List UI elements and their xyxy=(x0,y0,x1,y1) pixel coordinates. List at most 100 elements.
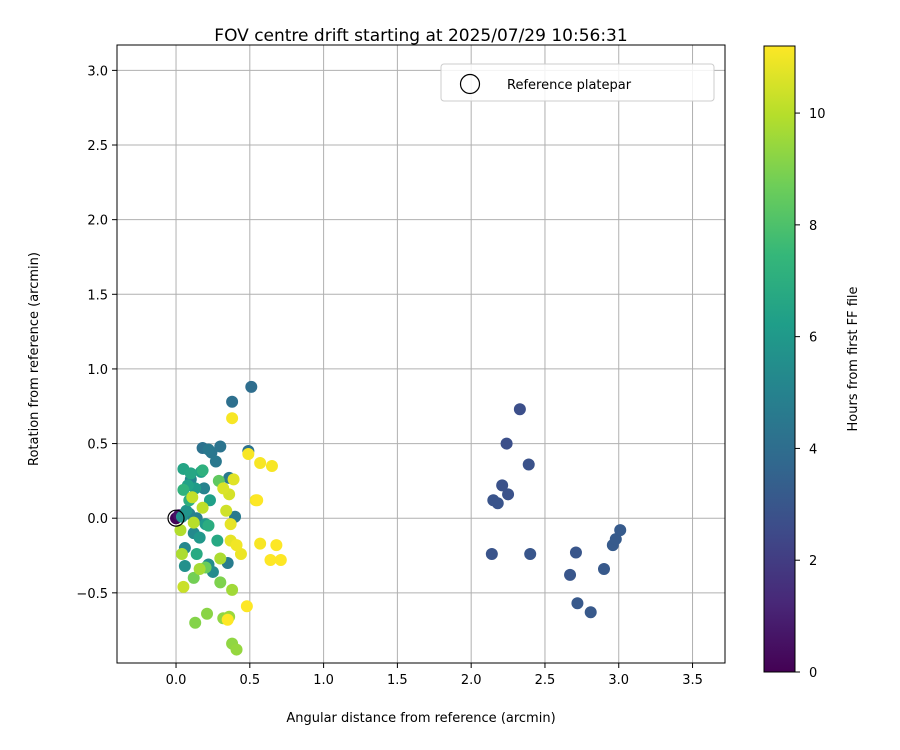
x-axis-label: Angular distance from reference (arcmin) xyxy=(286,711,555,726)
y-axis-label: Rotation from reference (arcmin) xyxy=(27,252,42,466)
data-point xyxy=(240,600,253,613)
data-point xyxy=(614,524,627,537)
y-tick-label: 3.0 xyxy=(87,64,108,79)
data-point xyxy=(245,380,258,393)
x-tick-label: 2.5 xyxy=(535,673,556,688)
data-point xyxy=(234,548,247,561)
data-point xyxy=(569,546,582,559)
y-tick-label: −0.5 xyxy=(76,587,108,602)
colorbar-ticks: 0 2 4 6 8 10 xyxy=(795,107,826,681)
data-point xyxy=(174,524,187,537)
data-point xyxy=(522,458,535,471)
x-tick-label: 1.5 xyxy=(387,673,408,688)
data-point xyxy=(187,571,200,584)
colorbar-label: Hours from first FF file xyxy=(846,286,861,431)
data-point xyxy=(202,519,215,532)
data-point xyxy=(597,562,610,575)
data-point xyxy=(584,606,597,619)
x-tick-label: 3.5 xyxy=(682,673,703,688)
data-point xyxy=(564,568,577,581)
data-point xyxy=(193,531,206,544)
data-point xyxy=(189,616,202,629)
data-point xyxy=(177,483,190,496)
data-point xyxy=(201,607,214,620)
data-point xyxy=(193,562,206,575)
x-tick-label: 2.0 xyxy=(461,673,482,688)
data-point xyxy=(190,548,203,561)
data-point xyxy=(211,534,224,547)
data-point xyxy=(186,491,199,504)
data-point xyxy=(254,537,267,550)
data-point xyxy=(251,494,264,507)
data-point xyxy=(184,467,197,480)
data-point xyxy=(224,518,237,531)
x-axis-ticks: 0.0 0.5 1.0 1.5 2.0 2.5 3.0 3.5 xyxy=(166,663,703,688)
colorbar-tick-label: 10 xyxy=(809,107,826,122)
data-point xyxy=(230,643,243,656)
data-point xyxy=(209,455,222,468)
x-tick-label: 3.0 xyxy=(608,673,629,688)
legend-label: Reference platepar xyxy=(507,78,632,93)
data-point xyxy=(178,559,191,572)
legend-marker-open-circle xyxy=(459,73,481,95)
data-point xyxy=(214,440,227,453)
data-point xyxy=(265,459,278,472)
colorbar-tick-label: 2 xyxy=(809,554,817,569)
data-point xyxy=(491,497,504,510)
y-tick-label: 0.0 xyxy=(87,512,108,527)
data-point xyxy=(214,552,227,565)
data-point xyxy=(226,583,239,596)
chart-title: FOV centre drift starting at 2025/07/29 … xyxy=(214,26,627,46)
y-tick-label: 2.5 xyxy=(87,139,108,154)
x-tick-label: 0.5 xyxy=(239,673,260,688)
data-point xyxy=(254,456,267,469)
colorbar-gradient xyxy=(764,46,795,672)
data-point xyxy=(198,482,211,495)
data-point xyxy=(227,473,240,486)
data-point xyxy=(226,395,239,408)
data-point xyxy=(496,479,509,492)
data-points xyxy=(170,380,627,656)
data-point xyxy=(203,494,216,507)
data-point xyxy=(500,437,513,450)
colorbar-tick-label: 0 xyxy=(809,666,817,681)
data-point xyxy=(226,412,239,425)
plot-frame xyxy=(116,44,726,664)
data-point xyxy=(202,443,215,456)
colorbar-tick-label: 4 xyxy=(809,442,817,457)
reference-platepar-marker xyxy=(167,509,185,527)
data-point xyxy=(609,533,622,546)
data-point xyxy=(180,504,193,517)
y-tick-label: 0.5 xyxy=(87,438,108,453)
x-tick-label: 0.0 xyxy=(166,673,187,688)
data-point xyxy=(221,613,234,626)
data-point xyxy=(177,580,190,593)
colorbar-tick-label: 6 xyxy=(809,331,817,346)
legend: Reference platepar xyxy=(440,63,715,102)
data-point xyxy=(175,548,188,561)
data-point xyxy=(270,539,283,552)
reference-marker-layer xyxy=(167,509,185,527)
data-point xyxy=(524,548,537,561)
data-point xyxy=(196,501,209,514)
y-axis-ticks: −0.5 0.0 0.5 1.0 1.5 2.0 2.5 3.0 xyxy=(76,64,117,602)
data-point xyxy=(571,597,584,610)
data-point xyxy=(230,539,243,552)
data-point xyxy=(196,464,209,477)
data-point xyxy=(502,488,515,501)
x-tick-label: 1.0 xyxy=(313,673,334,688)
colorbar: 0 2 4 6 8 10 Hours from first FF file xyxy=(763,45,861,681)
data-point xyxy=(264,554,277,566)
y-tick-label: 1.0 xyxy=(87,363,108,378)
data-point xyxy=(485,548,498,561)
data-point xyxy=(513,403,526,416)
data-point xyxy=(187,516,200,529)
y-tick-label: 2.0 xyxy=(87,214,108,229)
colorbar-frame xyxy=(763,45,796,673)
data-point xyxy=(242,448,255,461)
y-tick-label: 1.5 xyxy=(87,288,108,303)
legend-box xyxy=(440,63,715,102)
colorbar-tick-label: 8 xyxy=(809,219,817,234)
data-point xyxy=(214,576,227,589)
